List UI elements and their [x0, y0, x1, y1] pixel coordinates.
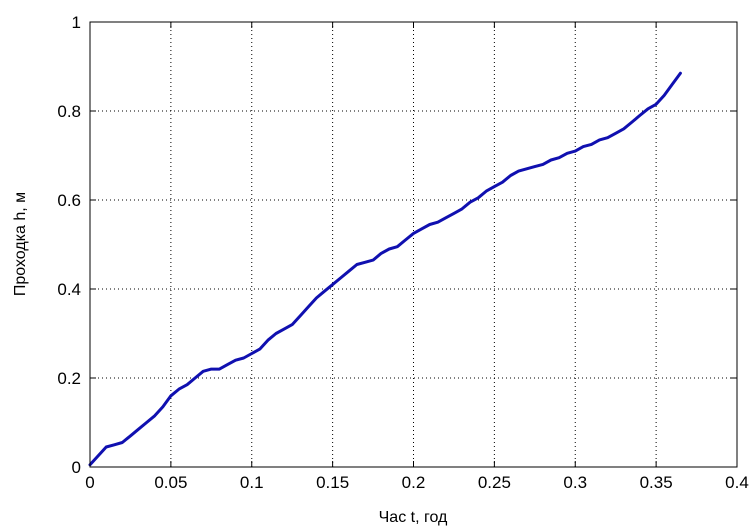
- x-axis-label: Час t, год: [379, 509, 448, 526]
- y-tick-label: 0.2: [57, 369, 81, 388]
- ticks: [89, 21, 738, 468]
- y-tick-label: 0.4: [57, 280, 81, 299]
- y-tick-label: 0: [72, 458, 81, 477]
- plot-area: [90, 22, 737, 467]
- series-line-1: [88, 71, 682, 467]
- x-tick-label: 0.05: [154, 473, 187, 492]
- x-tick-label: 0.15: [316, 473, 349, 492]
- x-tick-labels: 0 0.05 0.1 0.15 0.2 0.25 0.3 0.35 0.4: [85, 473, 749, 492]
- x-tick-label: 0.25: [478, 473, 511, 492]
- x-tick-label: 0.4: [725, 473, 749, 492]
- x-tick-label: 0: [85, 473, 94, 492]
- x-tick-label: 0.1: [240, 473, 264, 492]
- x-tick-label: 0.3: [563, 473, 587, 492]
- y-tick-label: 1: [72, 13, 81, 32]
- y-tick-label: 0.6: [57, 191, 81, 210]
- y-tick-label: 0.8: [57, 102, 81, 121]
- x-tick-label: 0.35: [640, 473, 673, 492]
- y-axis-label: Проходка h, м: [12, 192, 29, 296]
- y-tick-labels: 0 0.2 0.4 0.6 0.8 1: [57, 13, 81, 477]
- x-tick-label: 0.2: [402, 473, 426, 492]
- series-layer: [88, 71, 682, 467]
